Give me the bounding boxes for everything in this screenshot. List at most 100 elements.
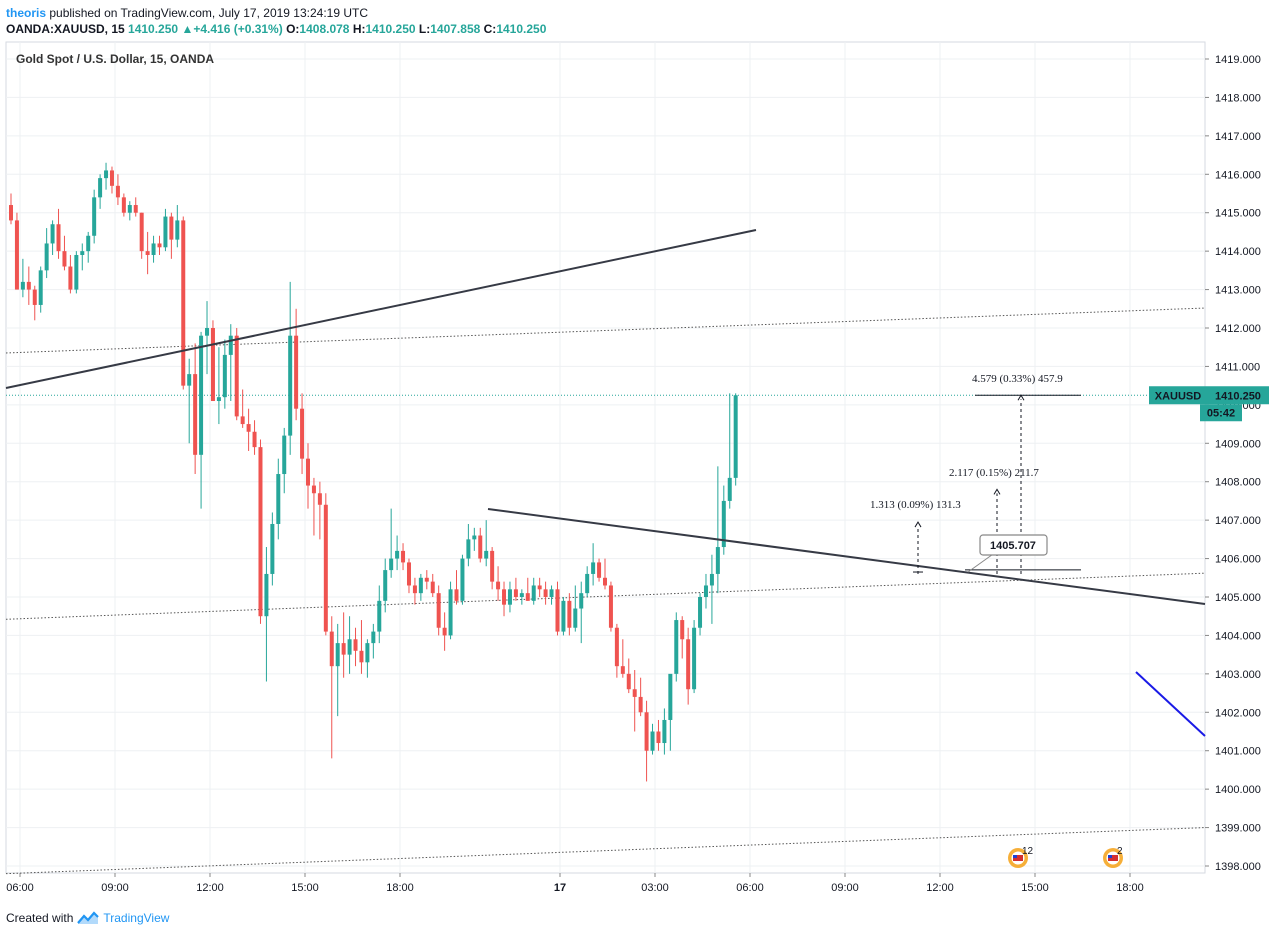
candle-body [721,500,726,548]
candle-body [513,589,518,597]
x-tick-label: 03:00 [641,882,669,894]
candle-body [371,631,376,644]
created-with-label: Created with [6,911,74,925]
candle-body [157,243,162,248]
change-up-icon: ▲ [181,22,194,36]
candle-body [555,589,560,632]
candle-body [282,435,287,475]
candle-body [662,719,667,744]
candle-body [490,550,495,582]
candle-body [626,673,631,690]
y-tick-label: 1416.000 [1215,169,1261,181]
candle-body [709,573,714,586]
measure-arrow-large-head [1017,394,1025,401]
candle-body [519,593,524,597]
candle-body [216,397,221,402]
chart-title: Gold Spot / U.S. Dollar, 15, OANDA [16,52,215,66]
candle-body [306,458,310,486]
candle-body [264,573,269,617]
candle-body [210,328,215,402]
y-tick-label: 1419.000 [1215,54,1261,66]
candle-body [460,558,465,601]
y-tick-label: 1411.000 [1215,361,1260,373]
y-tick-label: 1405.000 [1215,592,1261,604]
trendline-upper [5,229,757,389]
candle-body [175,220,180,240]
y-tick-label: 1401.000 [1215,746,1261,758]
candle-body [44,243,49,271]
last-price-name-box [1149,386,1207,405]
candle-body [698,597,703,628]
candle-body [620,666,625,674]
countdown-box [1200,404,1242,422]
candle-body [395,550,400,559]
price-callout-box [979,534,1048,556]
tradingview-logo-icon [77,911,100,924]
low-value: 1407.858 [430,22,481,36]
candle-body [389,558,394,571]
candle-body [104,170,109,179]
candle-body [549,589,554,597]
measure-label: 2.117 (0.15%) 211.7 [949,467,1039,479]
candle-body [502,589,507,605]
candle-body [537,585,542,590]
candle-body [288,335,293,436]
y-tick-label: 1409.000 [1215,438,1261,450]
candle-body [234,335,239,417]
candle-body [300,408,305,459]
candle-body [365,643,370,663]
candle-body [496,581,501,590]
y-tick-label: 1399.000 [1215,823,1261,835]
candle-body [222,354,227,398]
close-label: C: [483,22,497,36]
candle-body [567,600,572,628]
y-tick-label: 1398.000 [1215,861,1261,873]
high-label: H: [352,22,366,36]
candle-body [199,335,204,455]
tradingview-brand-link[interactable]: TradingView [103,911,170,925]
candle-body [335,643,340,667]
candle-body [121,197,126,213]
open-value: 1408.078 [299,22,350,36]
candle-body [246,424,251,432]
candle-body [573,608,578,628]
candle-body [311,485,316,494]
event-badge-count: 12 [1022,846,1034,857]
candle-body [169,216,174,240]
candle-body [478,535,483,559]
candle-body [561,600,566,632]
candle-body [26,281,31,290]
x-tick-label: 15:00 [1021,882,1049,894]
y-tick-label: 1414.000 [1215,246,1261,258]
measure-label: 4.579 (0.33%) 457.9 [972,373,1063,385]
low-label: L: [418,22,431,36]
last-price: 1410.250 [128,22,179,36]
candle-body [74,254,79,290]
candle-body [181,220,186,386]
candle-body [466,539,471,559]
candle-body [614,627,619,667]
candle-body [252,431,257,448]
candle-body [341,643,346,655]
last-price-box [1207,386,1269,405]
candle-body [109,170,114,186]
candle-body [472,535,477,540]
author-link[interactable]: theoris [6,6,47,20]
symbol-label: OANDA:XAUUSD, 15 [6,22,125,36]
candle-body [579,593,584,609]
candle-body [591,562,596,574]
y-tick-label: 1418.000 [1215,92,1261,104]
candle-body [597,562,602,578]
y-tick-label: 1407.000 [1215,515,1261,527]
y-tick-label: 1413.000 [1215,285,1261,297]
candle-body [442,627,447,636]
y-tick-label: 1404.000 [1215,630,1261,642]
candle-body [50,224,55,244]
footer: Created with TradingView [6,911,169,925]
candle-body [644,712,649,751]
candle-body [270,523,275,574]
high-value: 1410.250 [365,22,416,36]
measure-arrow-medium-head [993,488,1001,495]
x-tick-label: 12:00 [926,882,954,894]
